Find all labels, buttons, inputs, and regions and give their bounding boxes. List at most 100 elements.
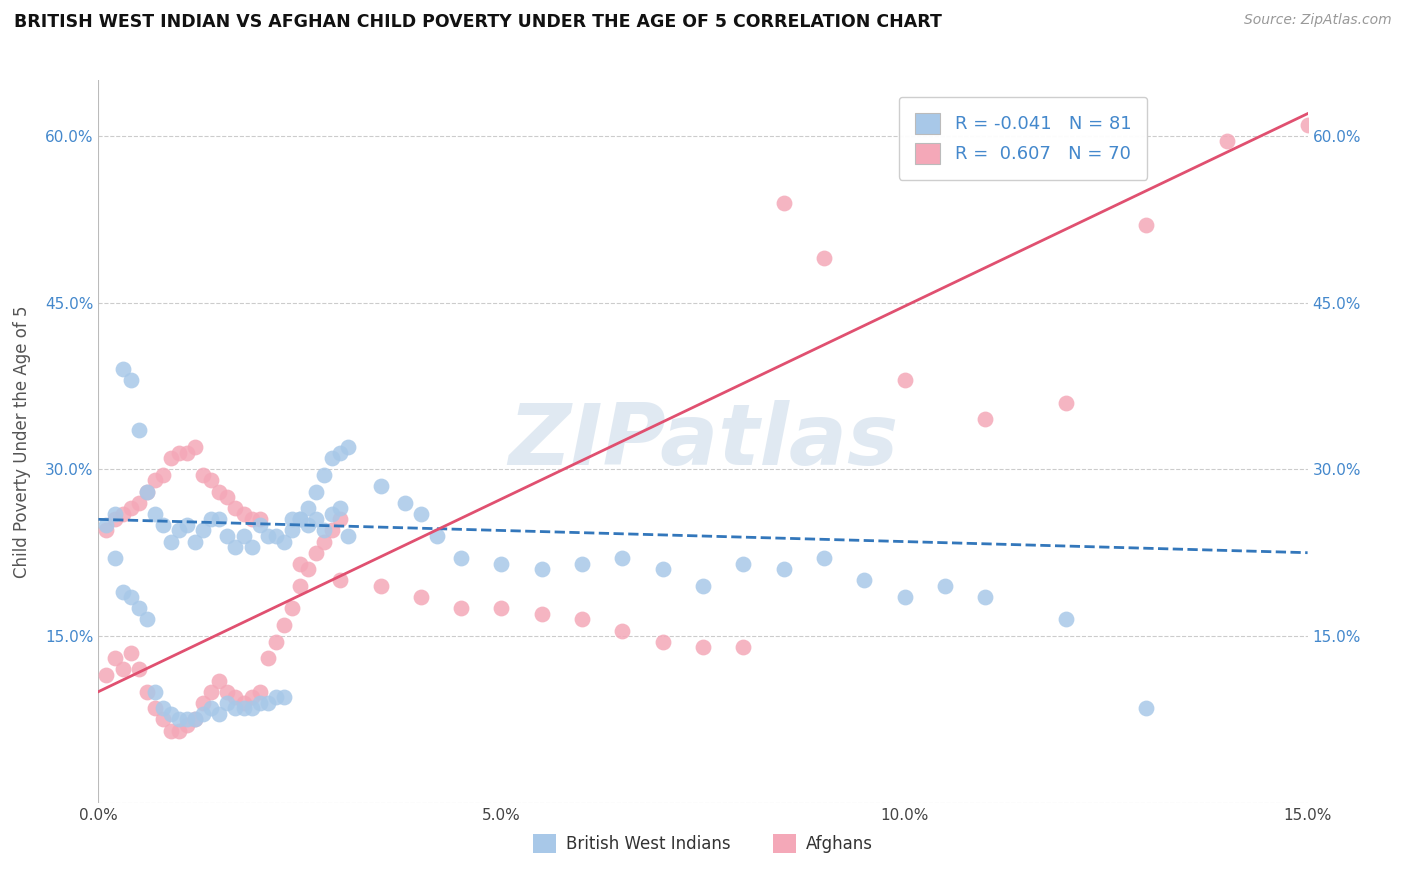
Point [111, 584, 134, 599]
Point [853, 574, 876, 588]
Point [200, 701, 222, 715]
Point [692, 640, 714, 655]
Point [974, 412, 997, 426]
Point [314, 534, 336, 549]
Point [96, 524, 118, 538]
Point [193, 696, 215, 710]
Point [571, 557, 593, 571]
Point [409, 507, 432, 521]
Point [143, 474, 166, 488]
Point [217, 529, 239, 543]
Point [232, 507, 254, 521]
Point [232, 701, 254, 715]
Point [120, 590, 142, 604]
Point [450, 551, 472, 566]
Legend: British West Indians, Afghans: British West Indians, Afghans [526, 827, 880, 860]
Point [651, 562, 673, 576]
Point [160, 706, 183, 721]
Point [1054, 395, 1077, 409]
Point [281, 601, 304, 615]
Point [224, 501, 246, 516]
Point [167, 524, 190, 538]
Point [152, 713, 174, 727]
Point [135, 484, 157, 499]
Point [530, 562, 553, 576]
Point [264, 529, 287, 543]
Point [297, 517, 319, 532]
Point [281, 524, 304, 538]
Point [329, 445, 352, 459]
Point [249, 684, 271, 698]
Point [305, 546, 328, 560]
Point [217, 696, 239, 710]
Point [200, 474, 222, 488]
Point [240, 512, 263, 526]
Point [409, 590, 432, 604]
Point [297, 501, 319, 516]
Point [370, 579, 392, 593]
Point [1216, 135, 1239, 149]
Point [321, 451, 343, 466]
Point [240, 690, 263, 705]
Point [208, 484, 231, 499]
Point [152, 517, 174, 532]
Point [321, 524, 343, 538]
Point [934, 579, 956, 593]
Point [305, 484, 328, 499]
Point [135, 484, 157, 499]
Point [143, 684, 166, 698]
Point [297, 562, 319, 576]
Point [1296, 118, 1319, 132]
Point [160, 723, 183, 738]
Point [733, 640, 755, 655]
Point [208, 512, 231, 526]
Point [450, 601, 472, 615]
Point [337, 529, 360, 543]
Point [232, 696, 254, 710]
Point [249, 696, 271, 710]
Point [176, 517, 198, 532]
Point [184, 713, 207, 727]
Point [571, 612, 593, 626]
Point [256, 651, 278, 665]
Point [329, 574, 352, 588]
Point [135, 612, 157, 626]
Point [329, 512, 352, 526]
Point [733, 557, 755, 571]
Point [111, 662, 134, 676]
Point [337, 440, 360, 454]
Point [256, 529, 278, 543]
Point [530, 607, 553, 621]
Point [128, 662, 150, 676]
Point [120, 501, 142, 516]
Point [273, 690, 295, 705]
Point [314, 467, 336, 482]
Point [612, 624, 634, 638]
Point [193, 706, 215, 721]
Point [394, 496, 416, 510]
Point [200, 512, 222, 526]
Point [813, 251, 835, 265]
Point [103, 507, 125, 521]
Point [111, 507, 134, 521]
Point [772, 562, 794, 576]
Point [893, 373, 915, 387]
Point [160, 451, 183, 466]
Point [305, 512, 328, 526]
Point [288, 512, 311, 526]
Point [273, 534, 295, 549]
Point [893, 590, 915, 604]
Point [249, 512, 271, 526]
Point [103, 551, 125, 566]
Point [264, 690, 287, 705]
Point [103, 512, 125, 526]
Point [184, 534, 207, 549]
Point [143, 507, 166, 521]
Point [692, 579, 714, 593]
Point [176, 718, 198, 732]
Point [314, 524, 336, 538]
Point [651, 634, 673, 648]
Point [120, 646, 142, 660]
Point [96, 668, 118, 682]
Point [208, 673, 231, 688]
